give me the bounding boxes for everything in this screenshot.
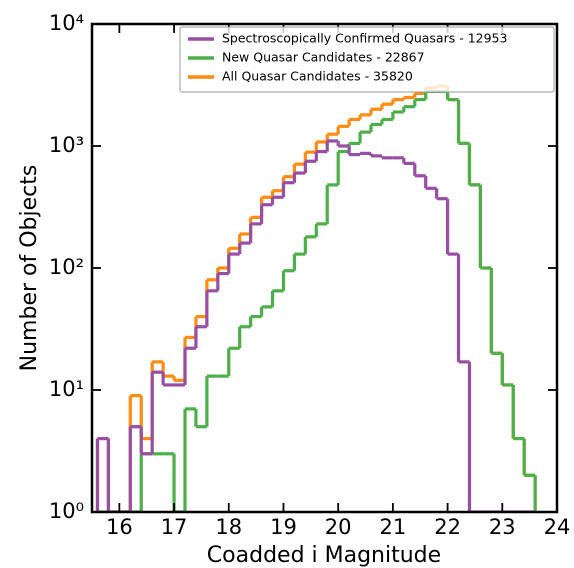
y-tick-label: 10⁰ <box>49 499 84 523</box>
y-axis-label: Number of Objects <box>17 165 42 372</box>
x-tick-label: 23 <box>489 515 516 539</box>
x-tick-label: 19 <box>270 515 297 539</box>
x-tick-label: 20 <box>325 515 352 539</box>
legend-label: Spectroscopically Confirmed Quasars - 12… <box>222 31 507 46</box>
x-tick-label: 22 <box>434 515 461 539</box>
x-tick-label: 16 <box>106 515 133 539</box>
x-tick-label: 24 <box>544 515 571 539</box>
x-tick-label: 17 <box>161 515 188 539</box>
legend-box <box>179 26 555 93</box>
y-tick-label: 10² <box>49 255 84 279</box>
x-tick-label: 21 <box>380 515 407 539</box>
legend-label: All Quasar Candidates - 35820 <box>222 69 413 84</box>
y-tick-label: 10¹ <box>49 377 84 401</box>
y-tick-label: 10³ <box>49 133 84 157</box>
legend-label: New Quasar Candidates - 22867 <box>222 50 425 65</box>
x-axis-label: Coadded i Magnitude <box>207 543 441 568</box>
x-tick-label: 18 <box>215 515 242 539</box>
plot <box>95 84 537 512</box>
y-tick-label: 10⁴ <box>49 11 84 35</box>
